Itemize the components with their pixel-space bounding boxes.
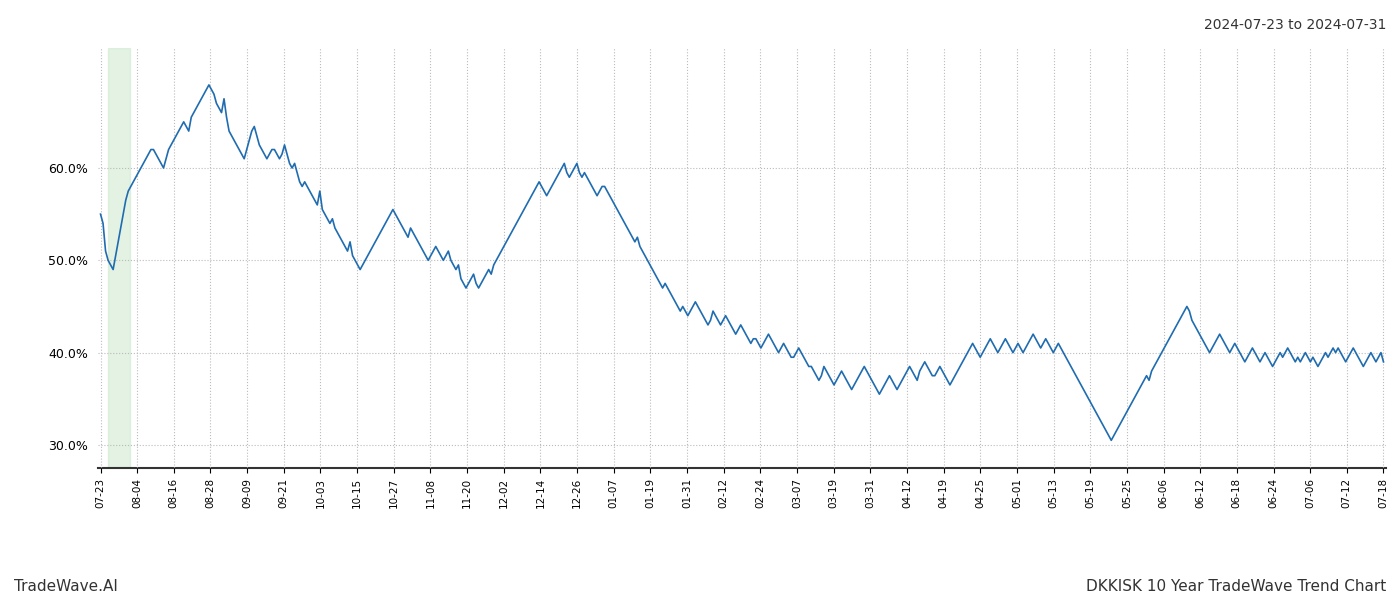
Text: DKKISK 10 Year TradeWave Trend Chart: DKKISK 10 Year TradeWave Trend Chart <box>1086 579 1386 594</box>
Text: TradeWave.AI: TradeWave.AI <box>14 579 118 594</box>
Text: 2024-07-23 to 2024-07-31: 2024-07-23 to 2024-07-31 <box>1204 18 1386 32</box>
Bar <box>108 48 130 468</box>
